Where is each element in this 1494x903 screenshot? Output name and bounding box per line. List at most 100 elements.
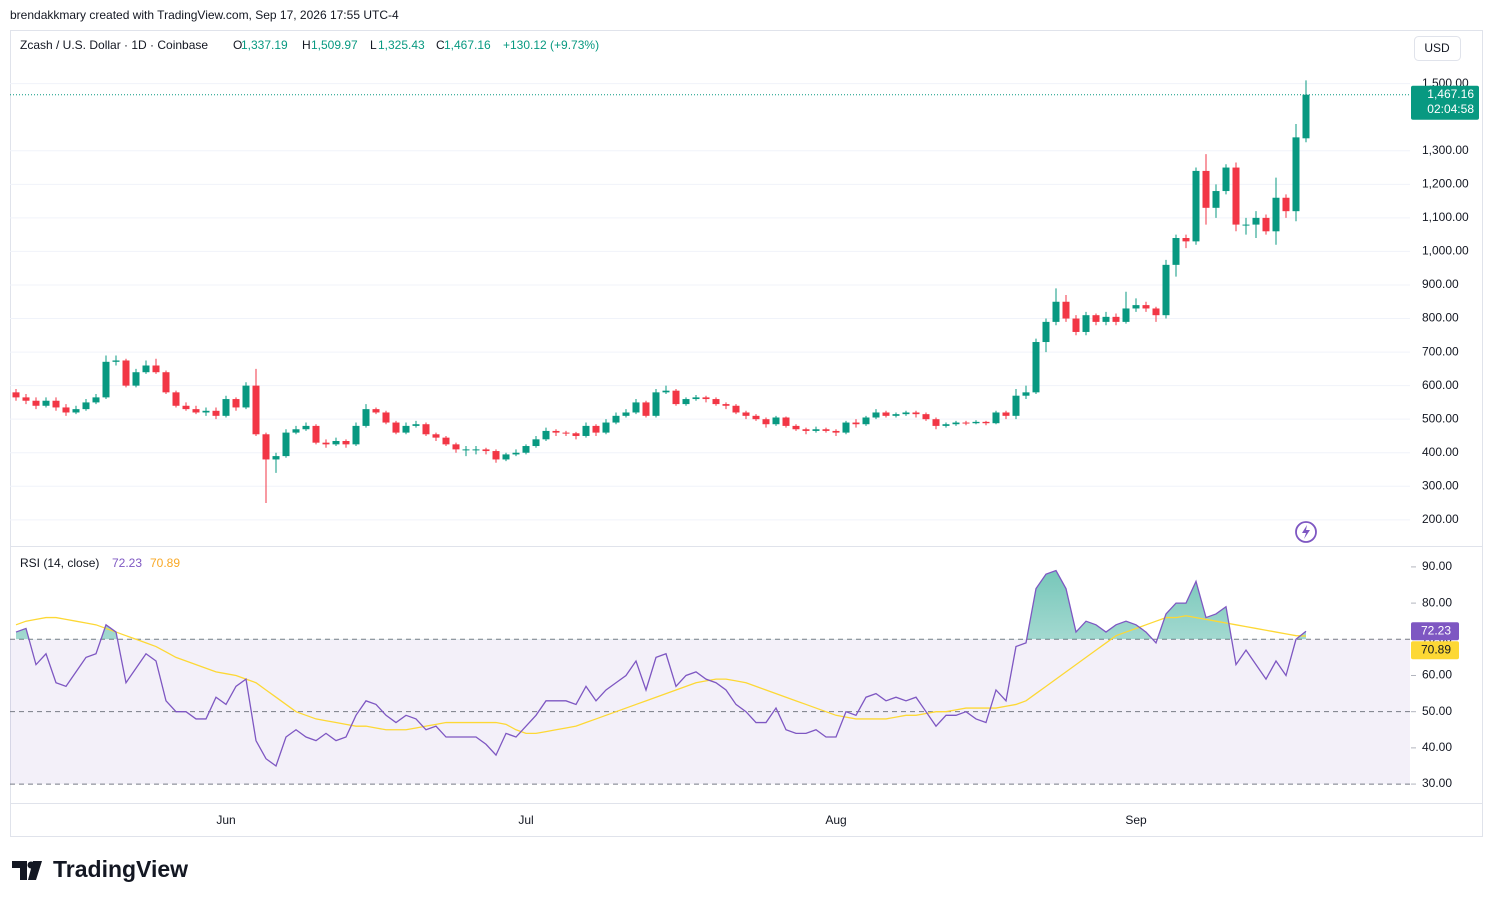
candle-body <box>172 392 180 406</box>
candle-body <box>522 446 530 453</box>
candle-body <box>572 433 580 436</box>
candle-body <box>302 425 310 430</box>
candle-body <box>242 385 250 408</box>
candle-body <box>1262 217 1270 232</box>
candle-body <box>752 415 760 420</box>
candle-body <box>832 430 840 433</box>
last-price-badge <box>1411 85 1479 120</box>
ohlc-value: 1,337.19 <box>241 38 288 52</box>
candle-body <box>1142 305 1150 309</box>
y-tick-label: 1,100.00 <box>1422 210 1469 224</box>
value-badge-label: 72.23 <box>1421 623 1451 637</box>
brand: TradingView <box>53 856 188 882</box>
series-line <box>15 615 1307 735</box>
x-tick-label: Jul <box>518 813 533 827</box>
candle-body <box>952 422 960 425</box>
candle-body <box>972 421 980 424</box>
candle-body <box>1212 191 1220 208</box>
value-badge-label: 70.89 <box>1421 642 1451 656</box>
candle-body <box>902 412 910 415</box>
candle-body <box>762 419 770 425</box>
ohlc-value: 1,509.97 <box>311 38 358 52</box>
candle-body <box>842 422 850 433</box>
candles <box>12 80 1310 504</box>
value-badge <box>1411 641 1459 660</box>
candle-body <box>1002 412 1010 416</box>
candle-body <box>1172 238 1180 265</box>
brand-logo: TradingView <box>12 856 188 882</box>
candle-body <box>472 449 480 451</box>
candle-body <box>792 425 800 430</box>
candle-body <box>1032 342 1040 393</box>
candle-body <box>782 417 790 426</box>
candle-body <box>62 407 70 413</box>
y-tick-label: 900.00 <box>1422 277 1459 291</box>
currency-button[interactable] <box>1414 36 1461 61</box>
candle-body <box>162 372 170 393</box>
ohlc-key: H <box>302 38 311 52</box>
candle-body <box>372 409 380 413</box>
candle-body <box>622 412 630 416</box>
candle-body <box>262 434 270 460</box>
candle-body <box>852 422 860 425</box>
candle-body <box>722 404 730 406</box>
x-tick-label: Aug <box>825 813 846 827</box>
y-tick-label: 600.00 <box>1422 378 1459 392</box>
candle-body <box>332 440 340 445</box>
candle-body <box>222 399 230 416</box>
y-tick-label: 800.00 <box>1422 311 1459 325</box>
candle-body <box>542 430 550 440</box>
candle-body <box>282 432 290 457</box>
candle-body <box>1012 395 1020 416</box>
ohlc-key: O <box>233 38 242 52</box>
candle-body <box>422 424 430 435</box>
candle-body <box>392 422 400 433</box>
candle-body <box>1152 308 1160 316</box>
candle-body <box>1022 392 1030 396</box>
y-tick-label: 60.00 <box>1422 668 1452 682</box>
candle-body <box>1232 167 1240 225</box>
candle-body <box>1252 217 1260 225</box>
plot: 200.00 300.00 400.00 500.00 600.00 700.00 800.… <box>10 76 1479 827</box>
candle-body <box>462 449 470 451</box>
y-tick-label: 40.00 <box>1422 740 1452 754</box>
icon-ring[interactable] <box>1295 521 1317 543</box>
candle-body <box>132 372 140 386</box>
y-tick-label: 50.00 <box>1422 704 1452 718</box>
candle-body <box>942 424 950 426</box>
candle-body <box>1062 301 1070 319</box>
ohlc-value: 1,467.16 <box>444 38 491 52</box>
y-tick-label: 90.00 <box>1422 559 1452 573</box>
candle-body <box>802 429 810 431</box>
credit: brendakkmary created with TradingView.co… <box>10 8 399 22</box>
candle-body <box>742 412 750 416</box>
ohlc-key: C <box>436 38 445 52</box>
candle-body <box>1042 321 1050 343</box>
candle-body <box>1112 316 1120 322</box>
candle-body <box>1182 238 1190 242</box>
candle-body <box>22 397 30 401</box>
y-tick-label: 500.00 <box>1422 411 1459 425</box>
candle-body <box>52 400 60 408</box>
candle-body <box>992 412 1000 424</box>
currency[interactable]: USD <box>1424 41 1450 55</box>
candle-body <box>482 449 490 452</box>
icon-bolt[interactable] <box>1302 525 1310 539</box>
candle-body <box>912 412 920 415</box>
x-tick-label: Sep <box>1125 813 1147 827</box>
logo-dot <box>27 861 35 869</box>
candle-body <box>1272 197 1280 232</box>
candle-body <box>712 399 720 405</box>
candle-body <box>1202 170 1210 208</box>
candle-body <box>1162 264 1170 316</box>
candle-body <box>312 425 320 443</box>
frame <box>10 30 1483 837</box>
lightning-icon[interactable] <box>1295 521 1317 543</box>
candle-body <box>892 414 900 416</box>
candle-body <box>1072 318 1080 332</box>
candle-body <box>342 440 350 445</box>
candle-body <box>862 417 870 425</box>
candle-body <box>212 410 220 416</box>
candle-body <box>962 422 970 424</box>
rsi-title: RSI (14, close) <box>20 556 99 570</box>
